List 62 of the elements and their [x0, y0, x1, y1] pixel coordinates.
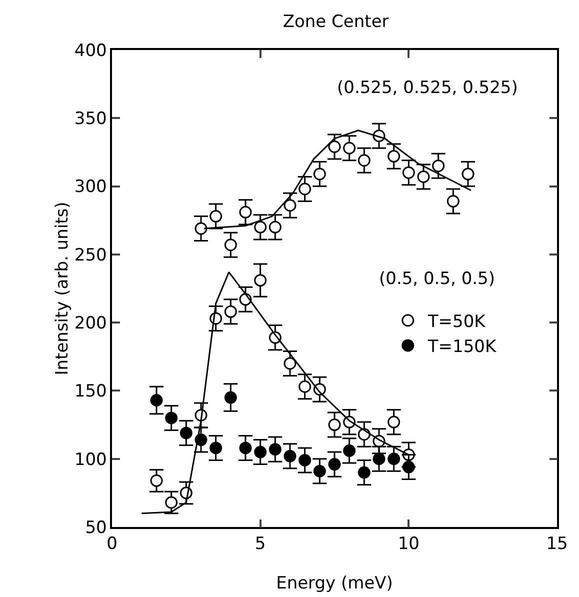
point	[254, 446, 267, 458]
point	[284, 450, 296, 462]
point	[358, 154, 370, 167]
point	[224, 305, 237, 318]
point	[298, 182, 312, 196]
point	[254, 220, 267, 234]
point	[313, 168, 326, 180]
point	[180, 426, 192, 440]
annotation: (0.5, 0.5, 0.5)	[379, 269, 495, 289]
point	[298, 380, 312, 393]
x-tick-label: 5	[254, 534, 266, 554]
y-tick-label: 200	[74, 314, 107, 334]
point	[284, 199, 296, 212]
point	[150, 474, 163, 487]
point	[194, 222, 208, 235]
point	[446, 195, 460, 208]
y-tick-label: 150	[74, 382, 107, 402]
y-tick-label: 400	[74, 40, 107, 61]
point	[239, 206, 252, 218]
point	[388, 416, 400, 428]
y-tick-label: 250	[74, 245, 107, 266]
point	[210, 210, 222, 223]
point	[224, 391, 237, 404]
point	[284, 357, 296, 370]
point	[165, 496, 178, 509]
x-axis-title: Energy (meV)	[276, 574, 393, 594]
legend-label: T=50K	[426, 312, 486, 332]
x-tick-label: 15	[546, 534, 568, 554]
point	[150, 394, 163, 406]
point	[402, 460, 415, 474]
point	[224, 238, 237, 252]
chart-title: Zone Center	[282, 12, 389, 32]
point	[328, 418, 341, 432]
point	[268, 220, 282, 234]
point	[298, 454, 312, 466]
x-tick-label: 0	[106, 534, 118, 554]
point	[402, 166, 415, 179]
point	[372, 452, 386, 466]
legend-label: T=150K	[426, 337, 497, 358]
point	[432, 160, 445, 172]
point	[343, 142, 356, 154]
point	[239, 442, 252, 454]
point	[462, 168, 474, 180]
point	[388, 452, 400, 466]
point	[328, 458, 341, 471]
point	[388, 150, 400, 163]
y-tick-label: 100	[74, 450, 107, 470]
point	[210, 442, 222, 454]
point	[268, 443, 282, 456]
point	[343, 444, 356, 457]
y-tick-label: 50	[85, 518, 107, 538]
point	[165, 412, 178, 424]
point	[328, 140, 341, 154]
y-tick-label: 300	[74, 177, 107, 198]
point	[358, 466, 370, 479]
x-tick-label: 10	[398, 534, 420, 554]
point	[417, 170, 430, 183]
annotation: (0.525, 0.525, 0.525)	[337, 78, 518, 98]
y-tick-label: 350	[74, 109, 107, 130]
y-axis-title: Intensity (arb. units)	[52, 202, 72, 376]
point	[313, 464, 326, 478]
point	[254, 274, 267, 287]
